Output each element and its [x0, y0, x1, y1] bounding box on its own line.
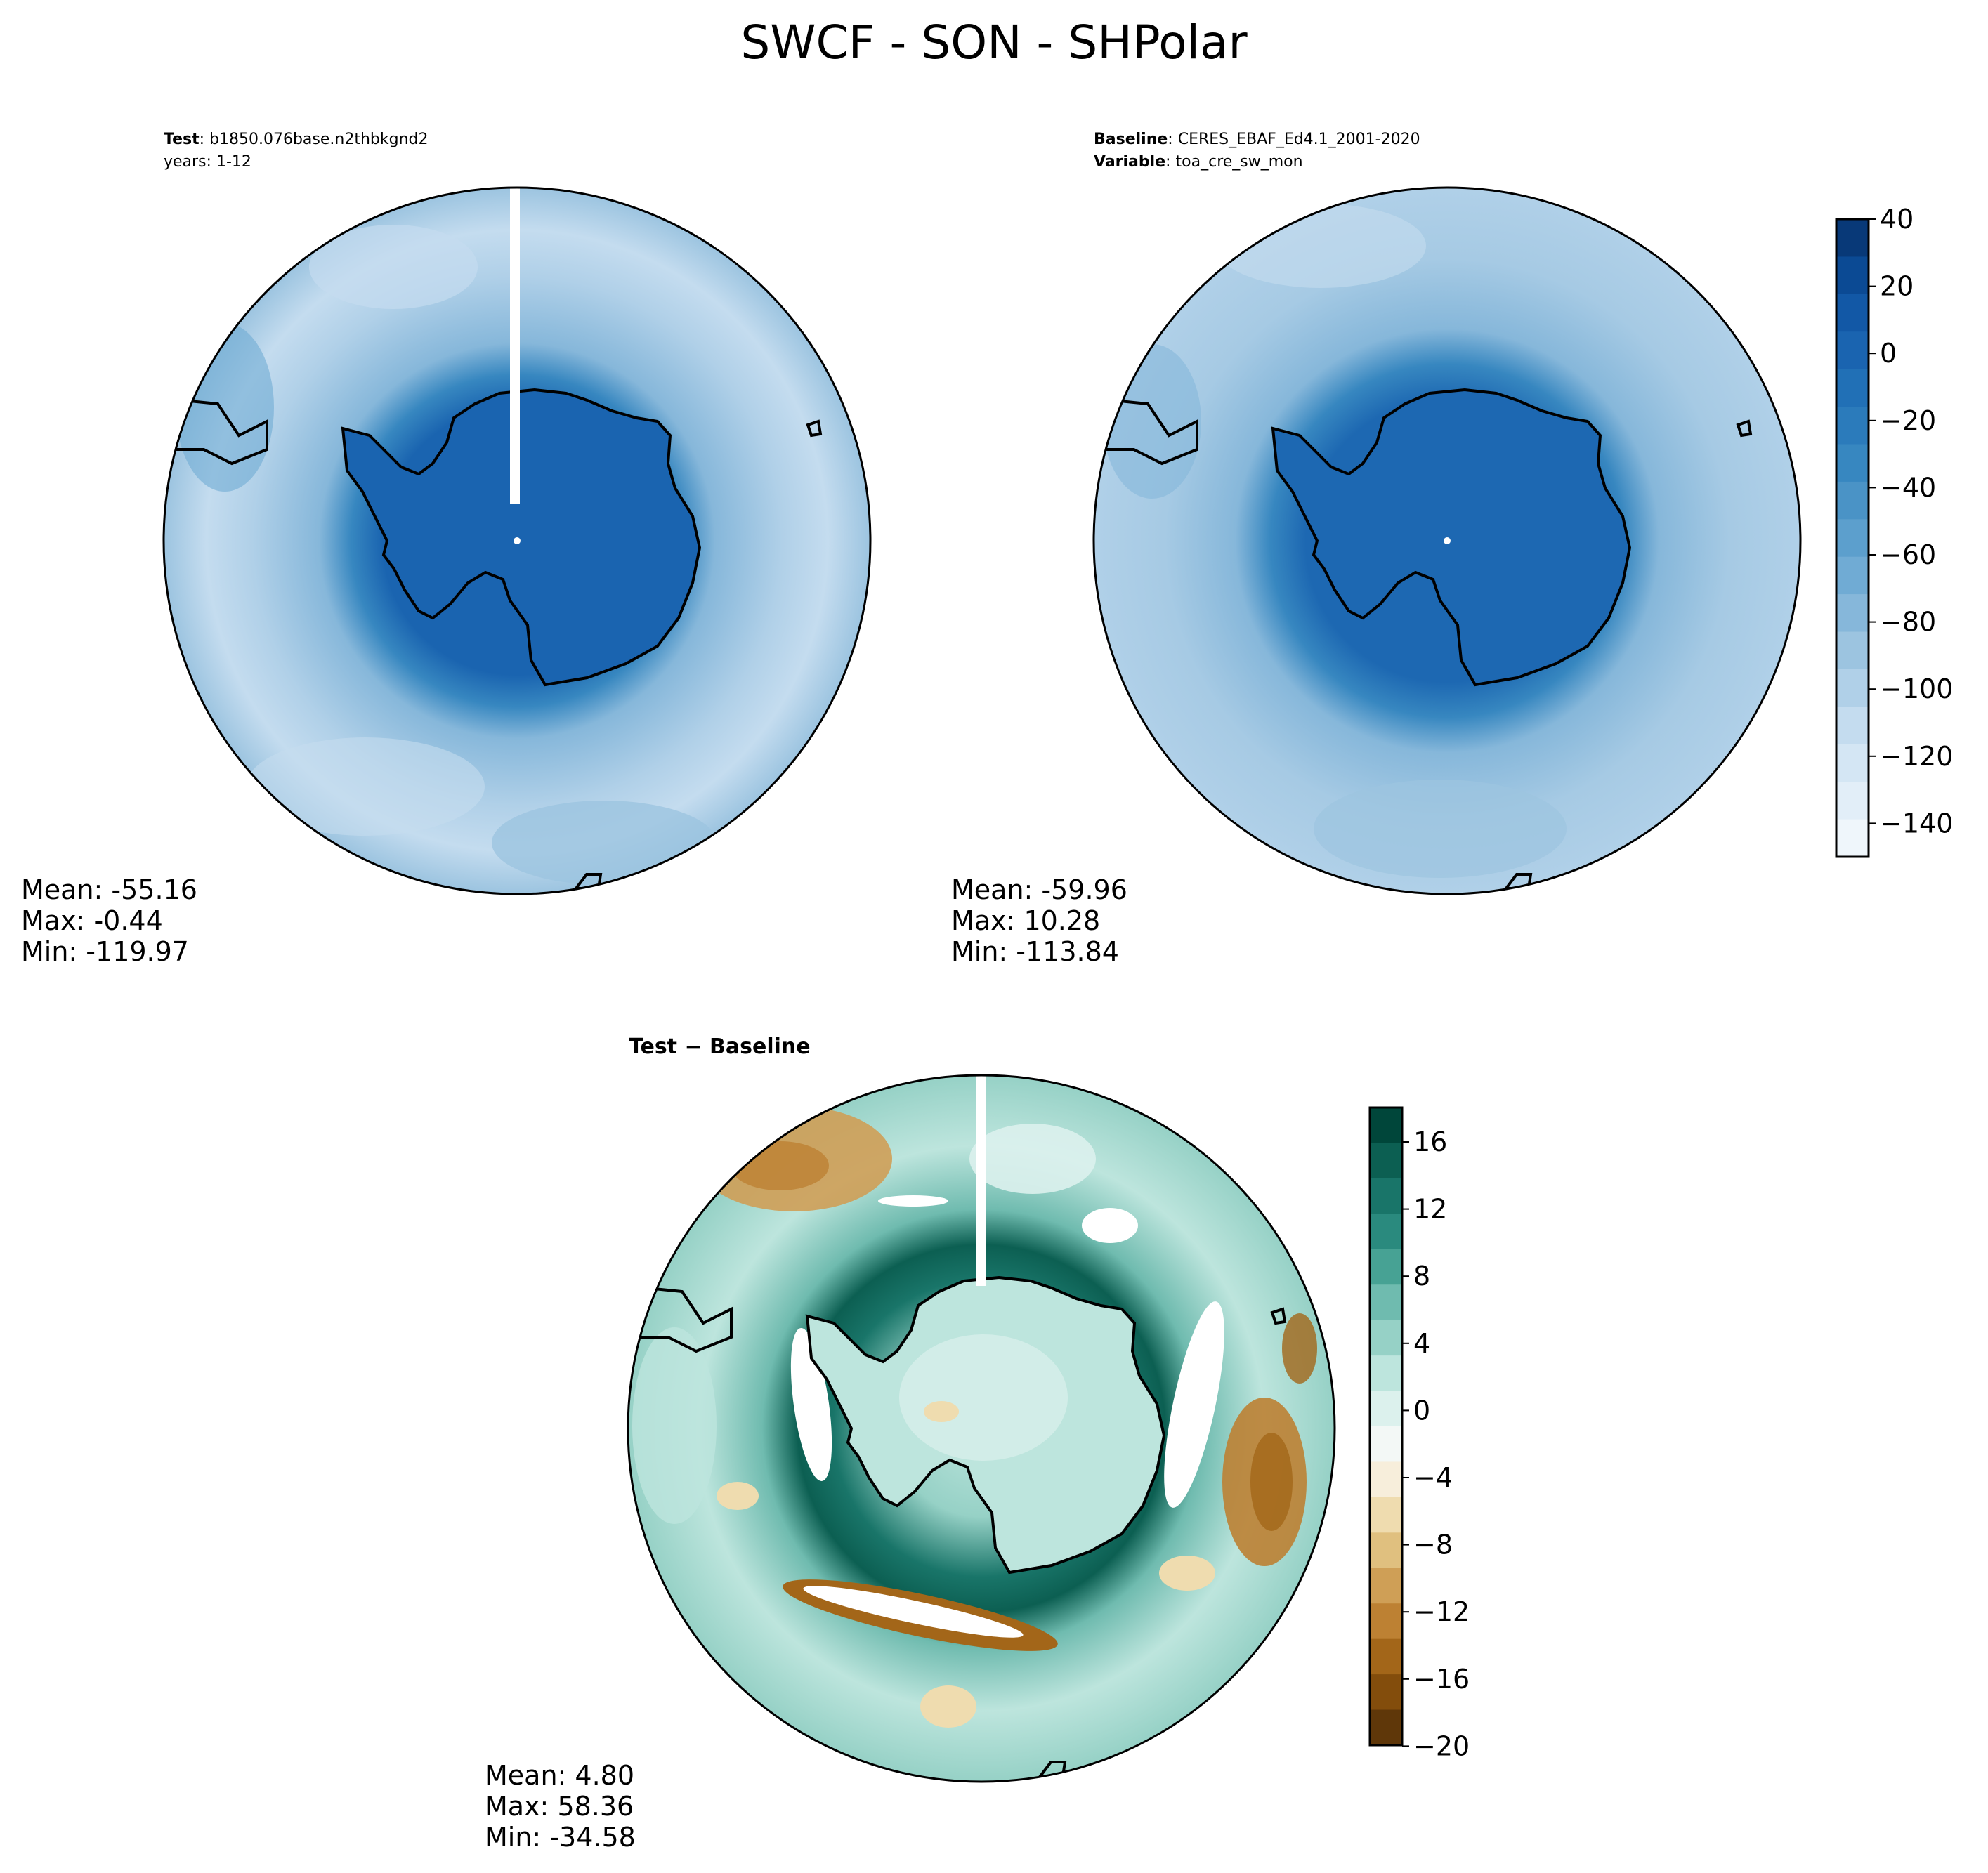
diff-map-border — [627, 1074, 1336, 1783]
main-colorbar-tick-label: 40 — [1880, 204, 1914, 235]
main-colorbar-tick-label: −80 — [1880, 607, 1936, 638]
main-colorbar: 40 20 0 −20 −40 −60 −80 −100 −120 −140 — [1835, 204, 1953, 858]
main-colorbar-tick-label: −20 — [1880, 405, 1936, 436]
diff-colorbar-segment — [1370, 1249, 1402, 1285]
baseline-panel-label: Baseline: CERES_EBAF_Ed4.1_2001-2020 — [1094, 131, 1420, 148]
diff-colorbar-tick-label: 16 — [1413, 1126, 1447, 1157]
diff-colorbar-tick-label: −16 — [1413, 1664, 1470, 1695]
test-map — [164, 188, 870, 894]
baseline-mean: Mean: -59.96 — [951, 874, 1127, 905]
main-colorbar-tick-label: −40 — [1880, 472, 1936, 503]
main-colorbar-segment — [1836, 707, 1869, 745]
diff-colorbar-segment — [1370, 1355, 1402, 1392]
main-colorbar-tick-label: −120 — [1880, 741, 1953, 772]
main-colorbar-tick-label: 20 — [1880, 271, 1914, 302]
diff-colorbar-segment — [1370, 1426, 1402, 1463]
main-colorbar-border — [1835, 218, 1870, 858]
diff-colorbar-segment — [1370, 1497, 1402, 1533]
diff-colorbar-tick-label: 8 — [1413, 1261, 1430, 1292]
main-colorbar-segment — [1836, 256, 1869, 295]
main-colorbar-segment — [1836, 444, 1869, 482]
baseline-max: Max: 10.28 — [951, 905, 1100, 936]
diff-colorbar-segment — [1370, 1178, 1402, 1214]
diff-colorbar-segment — [1370, 1709, 1402, 1746]
baseline-min: Min: -113.84 — [951, 936, 1119, 967]
baseline-panel-variable: Variable: toa_cre_sw_mon — [1094, 153, 1303, 171]
test-panel-label: Test: b1850.076base.n2thbkgnd2 — [164, 131, 429, 148]
diff-colorbar-segment — [1370, 1603, 1402, 1640]
main-colorbar-segment — [1836, 519, 1869, 558]
main-colorbar-segment — [1836, 331, 1869, 370]
diff-panel-label: Test − Baseline — [629, 1034, 811, 1059]
diff-colorbar-tick-label: −20 — [1413, 1730, 1470, 1761]
main-colorbar-segment — [1836, 369, 1869, 407]
diff-min: Min: -34.58 — [485, 1822, 636, 1853]
main-colorbar-segment — [1836, 669, 1869, 707]
main-colorbar-segment — [1836, 594, 1869, 633]
diff-colorbar-tick-label: 12 — [1413, 1194, 1447, 1225]
main-colorbar-segment — [1836, 819, 1869, 857]
diff-mean: Mean: 4.80 — [485, 1760, 634, 1791]
baseline-map-border — [1092, 186, 1802, 895]
diff-colorbar-segment — [1370, 1638, 1402, 1675]
main-colorbar-tick-label: −140 — [1880, 808, 1953, 839]
diff-colorbar-segment — [1370, 1461, 1402, 1498]
main-colorbar-tick-label: 0 — [1880, 338, 1897, 369]
test-panel: Test: b1850.076base.n2thbkgnd2 years: 1-… — [21, 131, 872, 967]
main-colorbar-tick-label: −60 — [1880, 539, 1936, 570]
test-max: Max: -0.44 — [21, 905, 163, 936]
diff-colorbar-border — [1368, 1106, 1404, 1747]
diff-colorbar-tick-label: 0 — [1413, 1395, 1430, 1426]
test-mean: Mean: -55.16 — [21, 874, 197, 905]
diff-max: Max: 58.36 — [485, 1791, 634, 1822]
test-panel-years: years: 1-12 — [164, 153, 251, 171]
diff-colorbar-segment — [1370, 1674, 1402, 1711]
baseline-map — [1094, 188, 1800, 894]
main-colorbar-segment — [1836, 294, 1869, 332]
diff-colorbar-segment — [1370, 1391, 1402, 1427]
figure-title: SWCF - SON - SHPolar — [740, 15, 1248, 70]
main-colorbar-segment — [1836, 481, 1869, 520]
main-colorbar-segment — [1836, 556, 1869, 595]
diff-colorbar-tick-label: −12 — [1413, 1596, 1470, 1627]
main-colorbar-segment — [1836, 407, 1869, 445]
main-colorbar-tick-label: −100 — [1880, 673, 1953, 704]
diff-map — [628, 1075, 1335, 1782]
test-map-border — [162, 186, 872, 895]
diff-colorbar-segment — [1370, 1320, 1402, 1356]
diff-colorbar-segment — [1370, 1108, 1402, 1144]
test-min: Min: -119.97 — [21, 936, 189, 967]
main-colorbar-segment — [1836, 219, 1869, 258]
diff-colorbar-segment — [1370, 1143, 1402, 1179]
diff-colorbar-tick-label: −8 — [1413, 1530, 1453, 1560]
main-colorbar-segment — [1836, 631, 1869, 670]
diff-colorbar-segment — [1370, 1532, 1402, 1569]
baseline-panel: Baseline: CERES_EBAF_Ed4.1_2001-2020 Var… — [951, 131, 1802, 967]
diff-colorbar-tick-label: 4 — [1413, 1328, 1430, 1359]
diff-colorbar: 16 12 8 4 0 −4 −8 −12 −16 −20 — [1368, 1106, 1470, 1761]
diff-colorbar-tick-label: −4 — [1413, 1462, 1453, 1493]
diff-colorbar-segment — [1370, 1568, 1402, 1604]
main-colorbar-segment — [1836, 744, 1869, 782]
main-colorbar-segment — [1836, 782, 1869, 820]
diff-colorbar-segment — [1370, 1214, 1402, 1250]
diff-panel: Test − Baseline — [485, 1034, 1336, 1853]
diff-colorbar-segment — [1370, 1284, 1402, 1321]
